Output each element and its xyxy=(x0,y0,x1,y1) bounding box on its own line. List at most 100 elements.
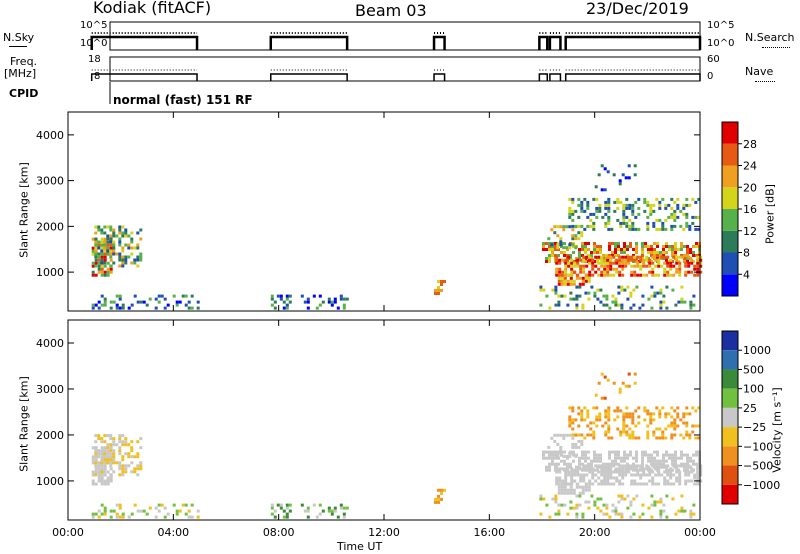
power-colorbar-bin xyxy=(722,122,738,144)
velocity-cell xyxy=(616,427,620,431)
power-cell xyxy=(124,258,128,262)
velocity-cell xyxy=(639,464,643,468)
power-cell xyxy=(106,243,110,247)
velocity-cell xyxy=(577,439,581,443)
velocity-cell xyxy=(557,462,560,466)
velocity-cell xyxy=(601,424,605,428)
power-cell xyxy=(651,267,655,271)
power-cell xyxy=(618,258,622,262)
velocity-cell xyxy=(641,450,644,454)
power-cell xyxy=(564,267,568,271)
power-cell xyxy=(689,306,693,310)
power-cell xyxy=(629,242,632,245)
power-cell xyxy=(578,294,582,298)
velocity-cell xyxy=(659,459,662,463)
velocity-cell xyxy=(584,482,588,486)
power-cell xyxy=(567,255,571,259)
power-cell xyxy=(109,246,113,250)
power-cell xyxy=(680,242,683,245)
power-cell xyxy=(109,270,113,274)
velocity-cell xyxy=(578,456,581,460)
velocity-cell xyxy=(94,434,98,438)
power-cell xyxy=(594,264,598,268)
power-cell xyxy=(97,258,101,262)
power-cell xyxy=(577,215,581,219)
power-cell xyxy=(623,251,626,254)
power-cell xyxy=(616,197,620,201)
power-cell xyxy=(437,292,440,295)
power-cell xyxy=(658,227,662,231)
velocity-cell xyxy=(121,458,125,462)
velocity-cell xyxy=(592,433,596,437)
power-cell xyxy=(300,294,304,298)
power-cell xyxy=(139,255,143,259)
velocity-cell xyxy=(692,503,696,507)
velocity-cell xyxy=(568,421,572,425)
power-cell xyxy=(127,246,131,250)
x-tick-label: 04:00 xyxy=(157,526,189,539)
power-cell xyxy=(596,251,599,254)
velocity-cell xyxy=(642,482,646,486)
power-cell xyxy=(663,267,667,271)
power-cell xyxy=(133,294,137,298)
velocity-cell xyxy=(139,464,143,468)
velocity-cell xyxy=(606,473,610,477)
power-cell xyxy=(628,206,632,210)
power-cell xyxy=(121,231,125,235)
velocity-cell xyxy=(587,500,591,504)
velocity-cell xyxy=(103,512,107,516)
velocity-cell xyxy=(570,476,574,480)
velocity-cell xyxy=(551,497,555,501)
velocity-cell xyxy=(602,465,605,469)
velocity-cell xyxy=(100,449,104,453)
power-cell xyxy=(609,273,613,277)
velocity-cell xyxy=(674,456,677,460)
power-cell xyxy=(584,242,587,245)
velocity-cell xyxy=(685,406,689,410)
power-cell xyxy=(650,285,654,289)
velocity-cell xyxy=(642,473,646,477)
velocity-cell xyxy=(696,467,700,471)
velocity-cell xyxy=(336,515,340,519)
power-cell xyxy=(575,285,579,289)
power-cell xyxy=(554,291,558,295)
velocity-cell xyxy=(695,462,698,466)
beam-title: Beam 03 xyxy=(355,1,427,20)
velocity-cell xyxy=(596,456,599,460)
velocity-cell xyxy=(121,443,125,447)
power-cell xyxy=(655,197,659,201)
velocity-cell xyxy=(609,467,613,471)
nsky-legend-line xyxy=(9,46,27,47)
velocity-cell xyxy=(666,479,670,483)
power-cell xyxy=(600,255,604,259)
power-cell xyxy=(596,260,599,263)
power-cell xyxy=(584,251,587,254)
power-cell xyxy=(633,164,637,168)
velocity-cell xyxy=(196,515,200,519)
power-cell xyxy=(614,254,617,257)
velocity-cell xyxy=(643,406,647,410)
velocity-cell xyxy=(327,509,331,513)
power-cell xyxy=(653,257,656,260)
power-cell xyxy=(555,255,559,259)
velocity-cell xyxy=(572,453,575,457)
velocity-cell xyxy=(91,473,95,477)
velocity-cell xyxy=(557,456,560,460)
velocity-cell xyxy=(594,473,598,477)
power-cell xyxy=(109,264,113,268)
velocity-cell xyxy=(606,464,610,468)
velocity-cell xyxy=(642,467,646,471)
velocity-cell xyxy=(668,456,671,460)
power-cell xyxy=(629,294,633,298)
velocity-cell xyxy=(685,412,689,416)
velocity-cell xyxy=(584,453,587,457)
power-cell xyxy=(612,173,616,177)
power-cell xyxy=(607,203,611,207)
velocity-cell xyxy=(643,409,647,413)
velocity-cell xyxy=(647,506,651,510)
power-cell xyxy=(694,227,698,231)
velocity-cell xyxy=(571,436,575,440)
power-cell xyxy=(94,243,98,247)
velocity-cell xyxy=(94,473,98,477)
power-cell xyxy=(100,255,104,259)
